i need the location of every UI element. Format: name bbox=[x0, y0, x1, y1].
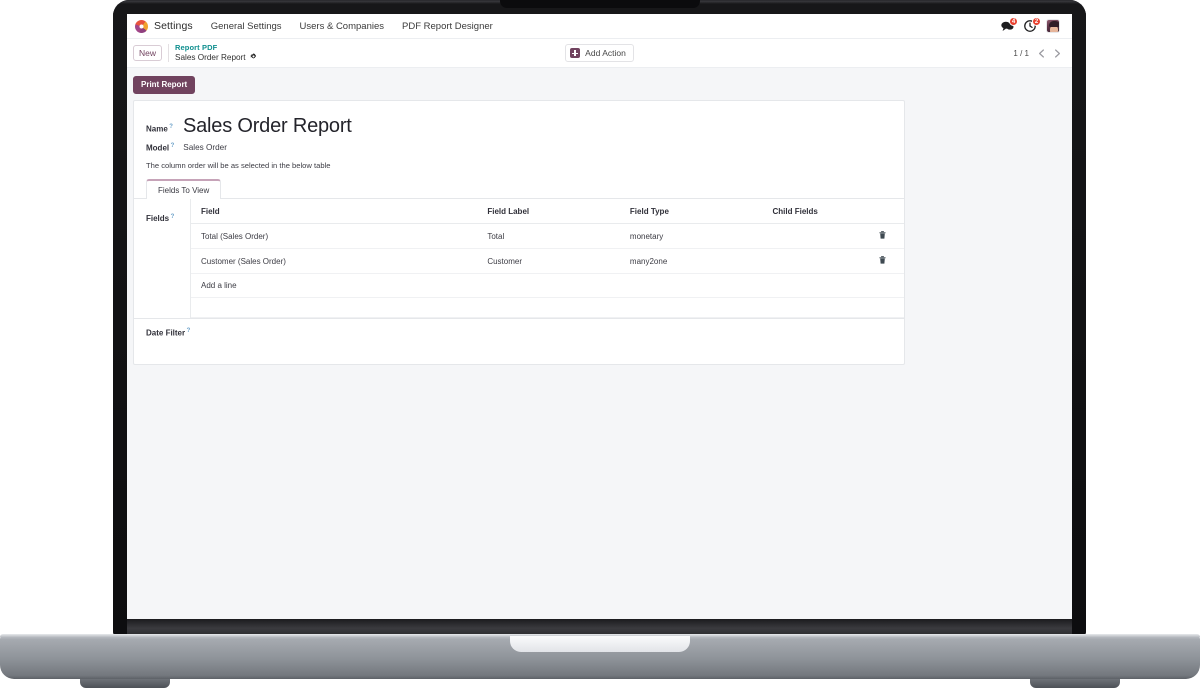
table-row[interactable]: Total (Sales Order) Total monetary bbox=[191, 223, 904, 250]
chat-bubble-icon[interactable]: 4 bbox=[1000, 17, 1018, 32]
cell-field-type[interactable]: monetary bbox=[625, 223, 769, 250]
column-order-hint: The column order will be as selected in … bbox=[146, 161, 331, 171]
laptop-foot-right bbox=[1030, 679, 1120, 688]
add-line-row[interactable]: Add a line bbox=[191, 273, 904, 299]
name-label: Name? bbox=[146, 123, 173, 134]
notebook-tabs: Fields To View bbox=[134, 170, 904, 200]
cell-child-fields[interactable] bbox=[768, 223, 862, 250]
breadcrumb-parent[interactable]: Report PDF bbox=[175, 42, 218, 52]
activities-badge: 2 bbox=[1032, 17, 1041, 26]
cell-field-label[interactable]: Total bbox=[483, 223, 626, 250]
date-filter-row: Date Filter? bbox=[134, 318, 904, 364]
cell-delete bbox=[861, 248, 904, 275]
menu-item-users-companies[interactable]: Users & Companies bbox=[299, 20, 384, 32]
breadcrumb-divider bbox=[168, 43, 170, 62]
laptop-foot-left bbox=[80, 679, 170, 688]
cell-field-type[interactable]: many2one bbox=[625, 248, 769, 275]
tab-pane-fields-to-view: Fields? Field Field Label Field Type Chi… bbox=[134, 199, 904, 319]
model-value[interactable]: Sales Order bbox=[183, 143, 227, 153]
avatar[interactable] bbox=[1046, 19, 1060, 33]
form-sheet: Name? Sales Order Report Model? Sales Or… bbox=[133, 99, 905, 365]
plus-square-icon bbox=[570, 48, 581, 58]
pager-text: 1 / 1 bbox=[1013, 48, 1029, 58]
fields-grid: Field Field Label Field Type Child Field… bbox=[191, 199, 904, 319]
messages-badge: 4 bbox=[1009, 17, 1018, 26]
new-button[interactable]: New bbox=[133, 44, 163, 62]
trash-icon[interactable] bbox=[879, 256, 886, 266]
tab-fields-to-view[interactable]: Fields To View bbox=[146, 179, 222, 200]
page-title[interactable]: Sales Order Report bbox=[182, 114, 352, 137]
laptop-notch bbox=[500, 0, 700, 8]
laptop-lid-grip bbox=[510, 636, 690, 652]
fields-label-cell: Fields? bbox=[134, 199, 190, 318]
odoo-logo-icon[interactable] bbox=[135, 19, 148, 33]
navbar-right-tools: 4 2 bbox=[1000, 17, 1064, 33]
pager: 1 / 1 bbox=[1013, 47, 1064, 60]
print-report-button[interactable]: Print Report bbox=[133, 76, 196, 94]
trash-icon[interactable] bbox=[879, 231, 886, 241]
add-a-line-link[interactable]: Add a line bbox=[191, 273, 904, 299]
name-help-icon[interactable]: ? bbox=[169, 123, 173, 130]
screen-bottom-bezel bbox=[127, 619, 1072, 636]
cell-field[interactable]: Customer (Sales Order) bbox=[191, 248, 484, 275]
screen: Settings General Settings Users & Compan… bbox=[127, 14, 1072, 619]
control-panel-center: Add Action bbox=[127, 44, 1072, 62]
table-row[interactable]: Customer (Sales Order) Customer many2one bbox=[191, 248, 904, 275]
control-panel: New Report PDF Sales Order Report bbox=[127, 39, 1072, 68]
status-button-bar: Print Report bbox=[127, 68, 1072, 100]
cell-delete bbox=[861, 223, 904, 250]
date-filter-help-icon[interactable]: ? bbox=[186, 328, 191, 335]
breadcrumb: New Report PDF Sales Order Report bbox=[133, 42, 257, 62]
fields-label: Fields? bbox=[146, 213, 175, 224]
menu-item-general-settings[interactable]: General Settings bbox=[210, 20, 282, 32]
table-blank-row bbox=[191, 297, 904, 319]
chevron-right-icon[interactable] bbox=[1051, 47, 1064, 60]
col-header-actions bbox=[861, 199, 904, 225]
app-name: Settings bbox=[154, 20, 193, 32]
col-header-field-label[interactable]: Field Label bbox=[483, 199, 626, 225]
menu-item-pdf-report-designer[interactable]: PDF Report Designer bbox=[402, 20, 493, 32]
fields-help-icon[interactable]: ? bbox=[170, 213, 175, 220]
name-field-row: Name? Sales Order Report bbox=[134, 115, 904, 138]
cell-field-label[interactable]: Customer bbox=[483, 248, 626, 275]
col-header-child-fields[interactable]: Child Fields bbox=[768, 199, 862, 225]
fields-one2many-table: Field Field Label Field Type Child Field… bbox=[190, 199, 904, 319]
cell-child-fields[interactable] bbox=[768, 248, 862, 275]
add-action-label: Add Action bbox=[585, 48, 626, 58]
chevron-left-icon[interactable] bbox=[1035, 47, 1048, 60]
cell-field[interactable]: Total (Sales Order) bbox=[191, 223, 484, 250]
model-field-row: Model? Sales Order bbox=[134, 143, 904, 153]
blank-cell bbox=[191, 297, 904, 319]
breadcrumb-text: Report PDF Sales Order Report bbox=[175, 42, 257, 62]
col-header-field-type[interactable]: Field Type bbox=[625, 199, 769, 225]
breadcrumb-current: Sales Order Report bbox=[175, 52, 246, 62]
model-help-icon[interactable]: ? bbox=[170, 142, 175, 149]
sheet-wrapper: Name? Sales Order Report Model? Sales Or… bbox=[127, 99, 1072, 365]
add-action-button[interactable]: Add Action bbox=[565, 44, 634, 62]
navbar: Settings General Settings Users & Compan… bbox=[127, 14, 1072, 39]
col-header-field[interactable]: Field bbox=[191, 199, 484, 225]
gear-icon[interactable] bbox=[250, 52, 257, 62]
table-header-row: Field Field Label Field Type Child Field… bbox=[191, 199, 904, 225]
breadcrumb-current-wrap: Sales Order Report bbox=[175, 53, 257, 62]
model-label: Model? bbox=[146, 142, 175, 153]
clock-icon[interactable]: 2 bbox=[1023, 17, 1041, 32]
date-filter-label: Date Filter? bbox=[146, 328, 191, 338]
